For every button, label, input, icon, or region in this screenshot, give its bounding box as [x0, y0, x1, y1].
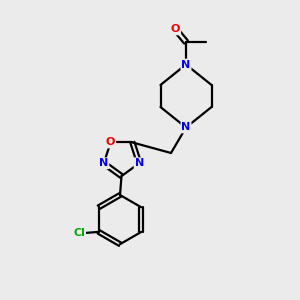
- Text: N: N: [182, 59, 190, 70]
- Text: Cl: Cl: [73, 228, 85, 239]
- Text: N: N: [182, 122, 190, 133]
- Text: O: O: [171, 24, 180, 34]
- Text: N: N: [135, 158, 144, 168]
- Text: N: N: [99, 158, 108, 168]
- Text: O: O: [106, 137, 115, 148]
